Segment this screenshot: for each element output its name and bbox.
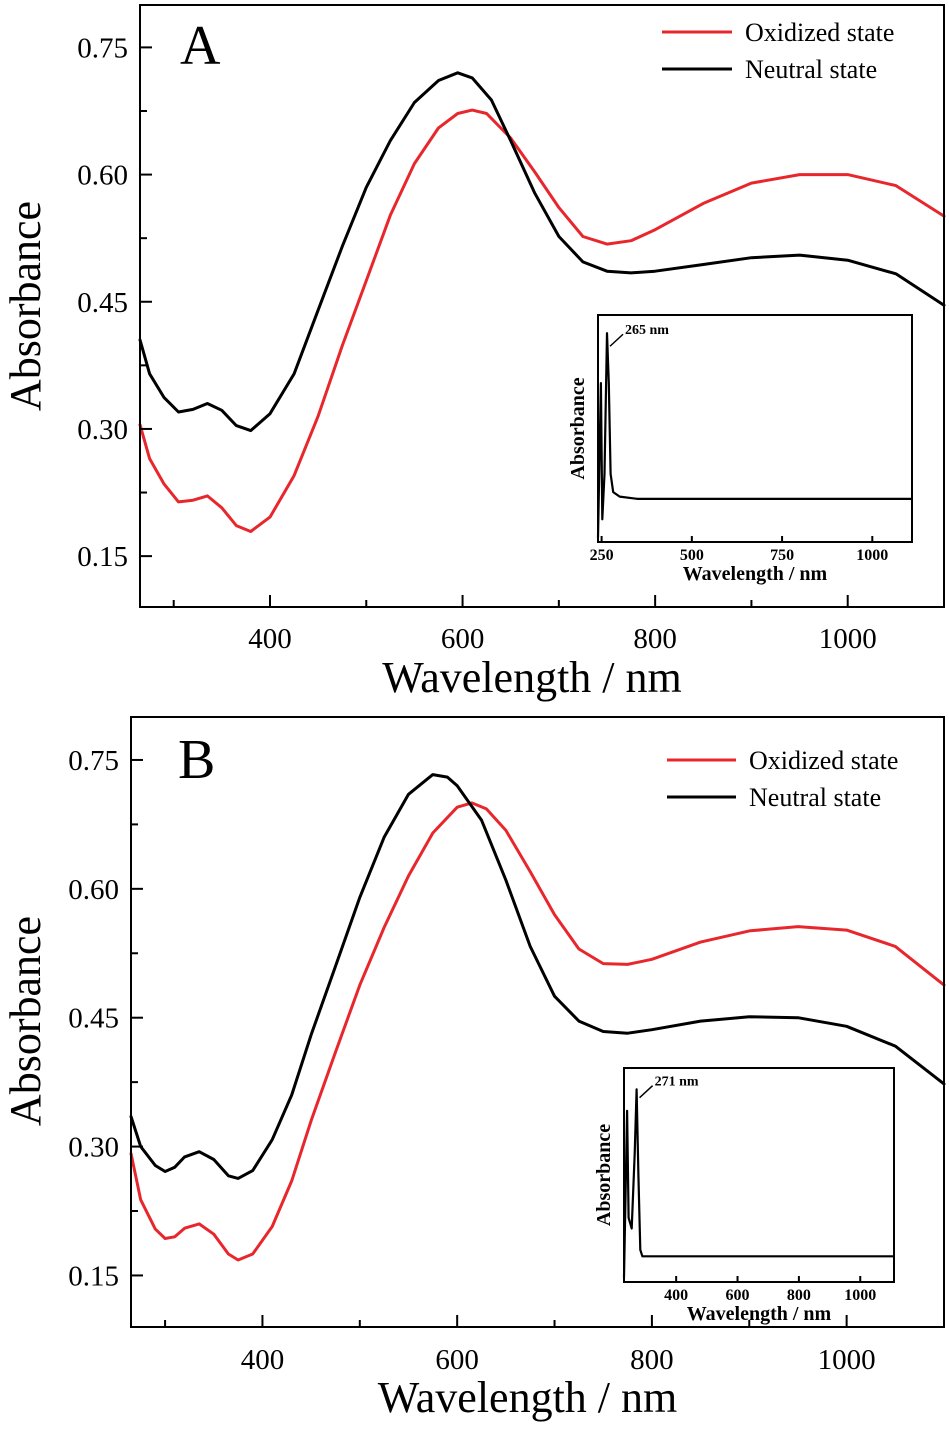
plot-frame	[130, 716, 945, 1328]
y-axis-title: Absorbance	[1, 201, 50, 411]
x-tick-label: 600	[441, 623, 485, 655]
legend-label: Neutral state	[745, 55, 877, 84]
inset-x-tick-label: 600	[726, 1287, 750, 1304]
inset-x-axis-title: Wavelength / nm	[687, 1303, 832, 1325]
series-line-oxidized-state	[129, 801, 946, 1262]
y-tick-label: 0.75	[77, 32, 128, 64]
legend: Oxidized state Neutral state	[662, 18, 894, 84]
x-tick-label: 800	[633, 623, 677, 655]
y-tick-label: 0.60	[68, 874, 119, 906]
x-axis-title: Wavelength / nm	[378, 1373, 678, 1422]
inset-chart: 400 600 800 1000 Wavelength / nm Absorbance 27…	[593, 1067, 895, 1325]
inset-x-tick-label: 250	[590, 547, 614, 564]
legend: Oxidized state Neutral state	[667, 746, 898, 812]
legend-label: Neutral state	[749, 783, 881, 812]
inset-x-tick-label: 750	[770, 547, 794, 564]
inset-y-axis-title: Absorbance	[593, 1124, 615, 1226]
inset-x-tick-label: 1000	[856, 547, 888, 564]
inset-chart: 250 500 750 1000 Wavelength / nm Absorbance 26…	[567, 314, 913, 585]
inset-annotation-leader	[639, 1085, 654, 1099]
y-tick-label: 0.15	[77, 541, 128, 573]
x-tick-label: 800	[630, 1344, 674, 1376]
y-tick-label: 0.30	[77, 414, 128, 446]
inset-y-axis-title: Absorbance	[567, 377, 589, 479]
y-tick-label: 0.30	[68, 1132, 119, 1164]
chart-panel-b: 400 600 800 1000 0.15 0.30 0.45 0.60 0.75 Wavelen…	[1, 716, 946, 1422]
inset-series-line	[622, 1088, 894, 1278]
chart-panel-a: 400 600 800 1000 0.15 0.30 0.45 0.60 0.75 Wavelen…	[1, 4, 946, 702]
y-tick-label: 0.15	[68, 1260, 119, 1292]
y-tick-label: 0.45	[68, 1003, 119, 1035]
x-tick-label: 1000	[818, 1344, 876, 1376]
series-line-neutral-state	[138, 71, 946, 433]
inset-x-tick-label: 800	[787, 1287, 811, 1304]
x-tick-label: 400	[241, 1344, 285, 1376]
series-line-oxidized-state	[138, 108, 946, 533]
inset-series-line	[596, 332, 912, 538]
inset-x-tick-label: 500	[680, 547, 704, 564]
x-tick-label: 1000	[819, 623, 877, 655]
inset-peak-annotation: 271 nm	[655, 1075, 699, 1090]
y-axis-title: Absorbance	[1, 916, 50, 1126]
inset-x-tick-label: 1000	[844, 1287, 876, 1304]
y-tick-label: 0.45	[77, 287, 128, 319]
inset-peak-annotation: 265 nm	[625, 323, 669, 338]
y-tick-label: 0.75	[68, 745, 119, 777]
x-tick-label: 400	[248, 623, 292, 655]
panel-label: B	[178, 729, 215, 791]
legend-label: Oxidized state	[749, 746, 898, 775]
inset-x-axis-title: Wavelength / nm	[683, 563, 828, 585]
x-axis-title: Wavelength / nm	[382, 653, 682, 702]
inset-x-tick-label: 400	[664, 1287, 688, 1304]
x-tick-label: 600	[435, 1344, 479, 1376]
y-tick-label: 0.60	[77, 160, 128, 192]
series-line-neutral-state	[129, 773, 946, 1180]
panel-label: A	[180, 15, 221, 77]
plot-frame	[139, 4, 945, 608]
legend-label: Oxidized state	[745, 18, 894, 47]
inset-frame	[623, 1067, 895, 1283]
inset-annotation-leader	[609, 333, 624, 347]
inset-frame	[597, 314, 913, 543]
